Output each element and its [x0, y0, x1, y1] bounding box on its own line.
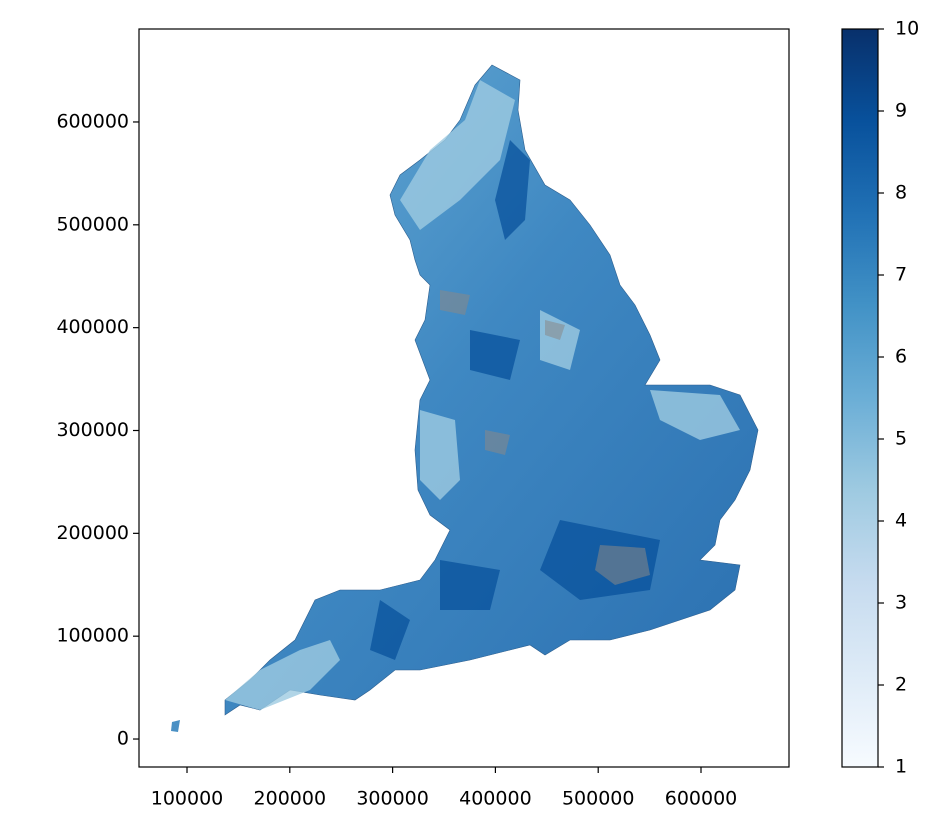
y-tick-label: 600000 [56, 110, 129, 132]
x-tick-label: 400000 [459, 788, 532, 810]
y-tick-label: 300000 [56, 419, 129, 441]
colorbar [841, 28, 879, 768]
dark-areas [370, 140, 660, 660]
urban-areas [440, 290, 650, 585]
x-tick-label: 500000 [562, 788, 635, 810]
colorbar-tick-label: 8 [895, 182, 907, 204]
x-tick-label: 300000 [356, 788, 429, 810]
y-tick-label: 400000 [56, 316, 129, 338]
colorbar-tick-label: 1 [895, 756, 907, 778]
x-tick-label: 200000 [254, 788, 327, 810]
colorbar-tick-label: 7 [895, 264, 907, 286]
y-tick-label: 0 [117, 728, 129, 750]
x-tick-label: 100000 [151, 788, 224, 810]
y-tick-label: 100000 [56, 625, 129, 647]
x-tick-label: 600000 [665, 788, 738, 810]
scilly [171, 720, 180, 732]
colorbar-tick-label: 6 [895, 346, 907, 368]
colorbar-tick-label: 2 [895, 674, 907, 696]
colorbar-tick-label: 3 [895, 592, 907, 614]
colorbar-tick-label: 10 [895, 18, 919, 40]
colorbar-tick-label: 5 [895, 428, 907, 450]
colorbar-tick-label: 9 [895, 100, 907, 122]
y-tick-label: 200000 [56, 522, 129, 544]
axes-frame [138, 28, 790, 768]
y-tick-label: 500000 [56, 213, 129, 235]
colorbar-tick-label: 4 [895, 510, 907, 532]
map [171, 64, 759, 732]
